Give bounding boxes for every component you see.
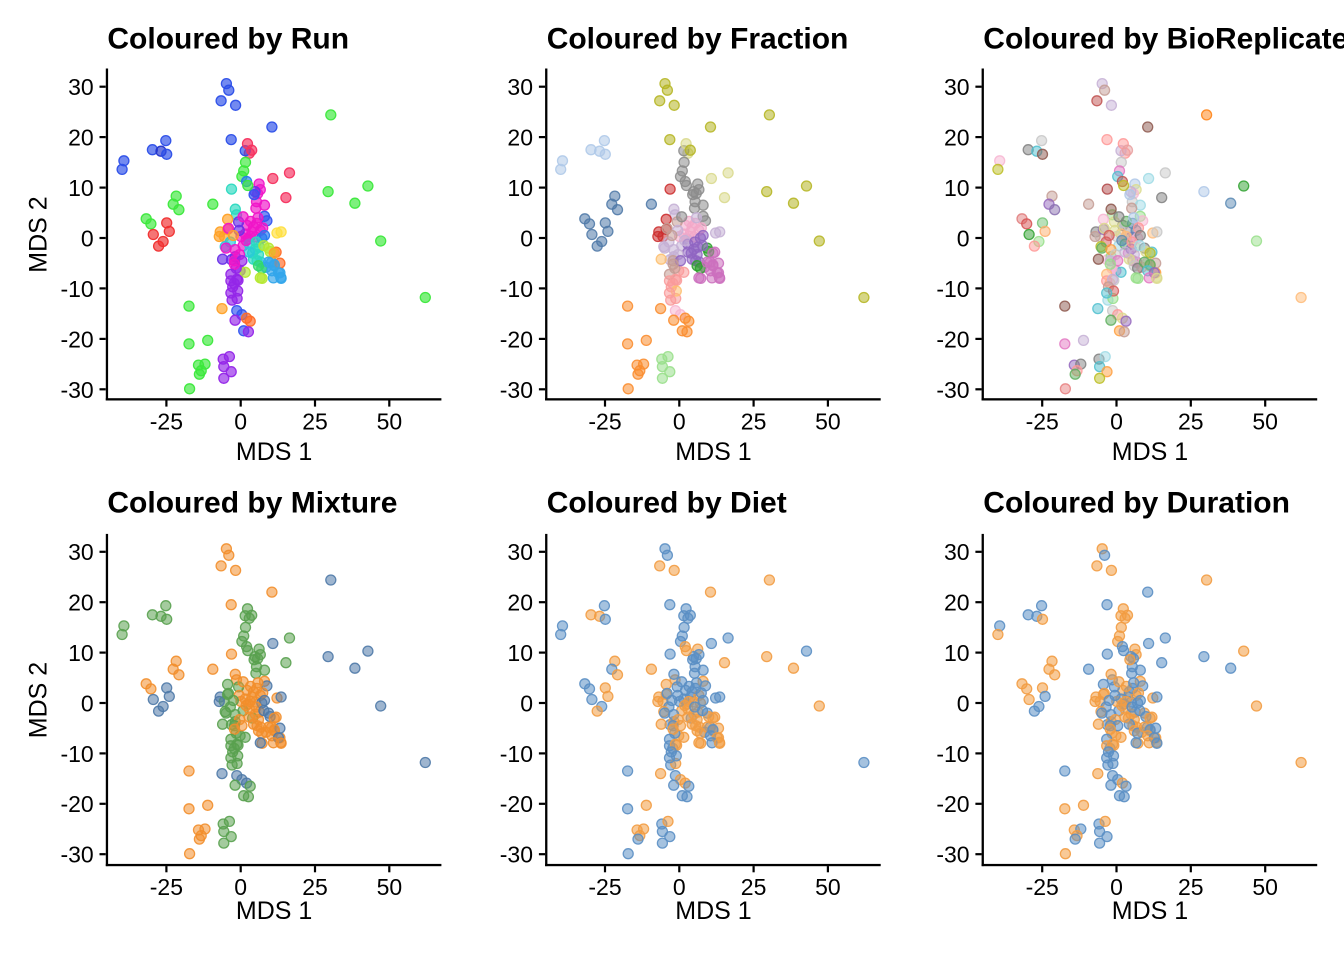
svg-text:-20: -20 [60,326,93,352]
svg-text:0: 0 [81,690,94,716]
svg-text:-10: -10 [500,741,533,767]
svg-text:-20: -20 [936,326,969,352]
svg-text:20: 20 [68,590,94,616]
svg-text:10: 10 [944,640,970,666]
svg-text:Coloured by Diet: Coloured by Diet [547,487,787,520]
svg-text:0: 0 [234,874,247,900]
svg-text:-10: -10 [60,741,93,767]
svg-text:10: 10 [68,640,94,666]
svg-text:25: 25 [302,874,328,900]
svg-text:20: 20 [944,125,970,151]
svg-text:50: 50 [1252,408,1278,434]
svg-text:MDS 1: MDS 1 [236,897,312,925]
svg-text:30: 30 [944,539,970,565]
svg-text:-30: -30 [936,377,969,403]
svg-text:-25: -25 [150,874,183,900]
svg-text:-30: -30 [500,377,533,403]
svg-text:-25: -25 [1026,874,1059,900]
svg-text:30: 30 [68,539,94,565]
svg-text:MDS 1: MDS 1 [675,438,751,466]
svg-text:0: 0 [234,408,247,434]
svg-text:10: 10 [507,175,533,201]
svg-text:50: 50 [815,408,841,434]
svg-text:0: 0 [673,874,686,900]
svg-text:30: 30 [507,539,533,565]
svg-text:20: 20 [507,590,533,616]
svg-text:-10: -10 [500,276,533,302]
svg-text:0: 0 [1110,874,1123,900]
svg-text:-20: -20 [936,791,969,817]
svg-text:0: 0 [1110,408,1123,434]
svg-text:10: 10 [944,175,970,201]
svg-text:-20: -20 [60,791,93,817]
svg-text:0: 0 [957,225,970,251]
svg-text:MDS 2: MDS 2 [25,662,53,738]
svg-text:MDS 2: MDS 2 [25,196,53,272]
svg-text:25: 25 [1178,874,1204,900]
svg-text:Coloured by BioReplicate: Coloured by BioReplicate [983,23,1344,56]
svg-text:20: 20 [507,125,533,151]
svg-text:MDS 1: MDS 1 [236,438,312,466]
svg-text:-25: -25 [150,408,183,434]
svg-text:50: 50 [377,408,403,434]
svg-text:MDS 1: MDS 1 [1112,897,1188,925]
svg-text:25: 25 [741,408,767,434]
svg-text:0: 0 [81,225,94,251]
svg-text:20: 20 [944,590,970,616]
svg-text:-25: -25 [1026,408,1059,434]
svg-text:-20: -20 [500,326,533,352]
svg-text:0: 0 [957,690,970,716]
svg-text:Coloured by Duration: Coloured by Duration [983,487,1290,520]
svg-text:-30: -30 [936,842,969,868]
svg-text:MDS 1: MDS 1 [1112,438,1188,466]
svg-text:50: 50 [815,874,841,900]
svg-text:MDS 1: MDS 1 [675,897,751,925]
svg-text:-30: -30 [500,842,533,868]
svg-text:10: 10 [507,640,533,666]
svg-text:Coloured by Run: Coloured by Run [107,23,349,56]
svg-text:0: 0 [673,408,686,434]
svg-text:-10: -10 [936,741,969,767]
svg-text:-25: -25 [588,408,621,434]
svg-text:Coloured by Fraction: Coloured by Fraction [547,23,849,56]
svg-text:30: 30 [507,74,533,100]
svg-text:50: 50 [1252,874,1278,900]
svg-text:-30: -30 [60,842,93,868]
svg-text:0: 0 [520,225,533,251]
svg-text:-25: -25 [588,874,621,900]
svg-text:25: 25 [741,874,767,900]
svg-text:30: 30 [68,74,94,100]
svg-text:30: 30 [944,74,970,100]
svg-text:20: 20 [68,125,94,151]
svg-text:0: 0 [520,690,533,716]
svg-text:10: 10 [68,175,94,201]
svg-text:-10: -10 [936,276,969,302]
svg-text:Coloured by Mixture: Coloured by Mixture [107,487,397,520]
svg-text:-20: -20 [500,791,533,817]
svg-text:25: 25 [302,408,328,434]
svg-text:-30: -30 [60,377,93,403]
svg-text:25: 25 [1178,408,1204,434]
svg-text:50: 50 [377,874,403,900]
svg-text:-10: -10 [60,276,93,302]
